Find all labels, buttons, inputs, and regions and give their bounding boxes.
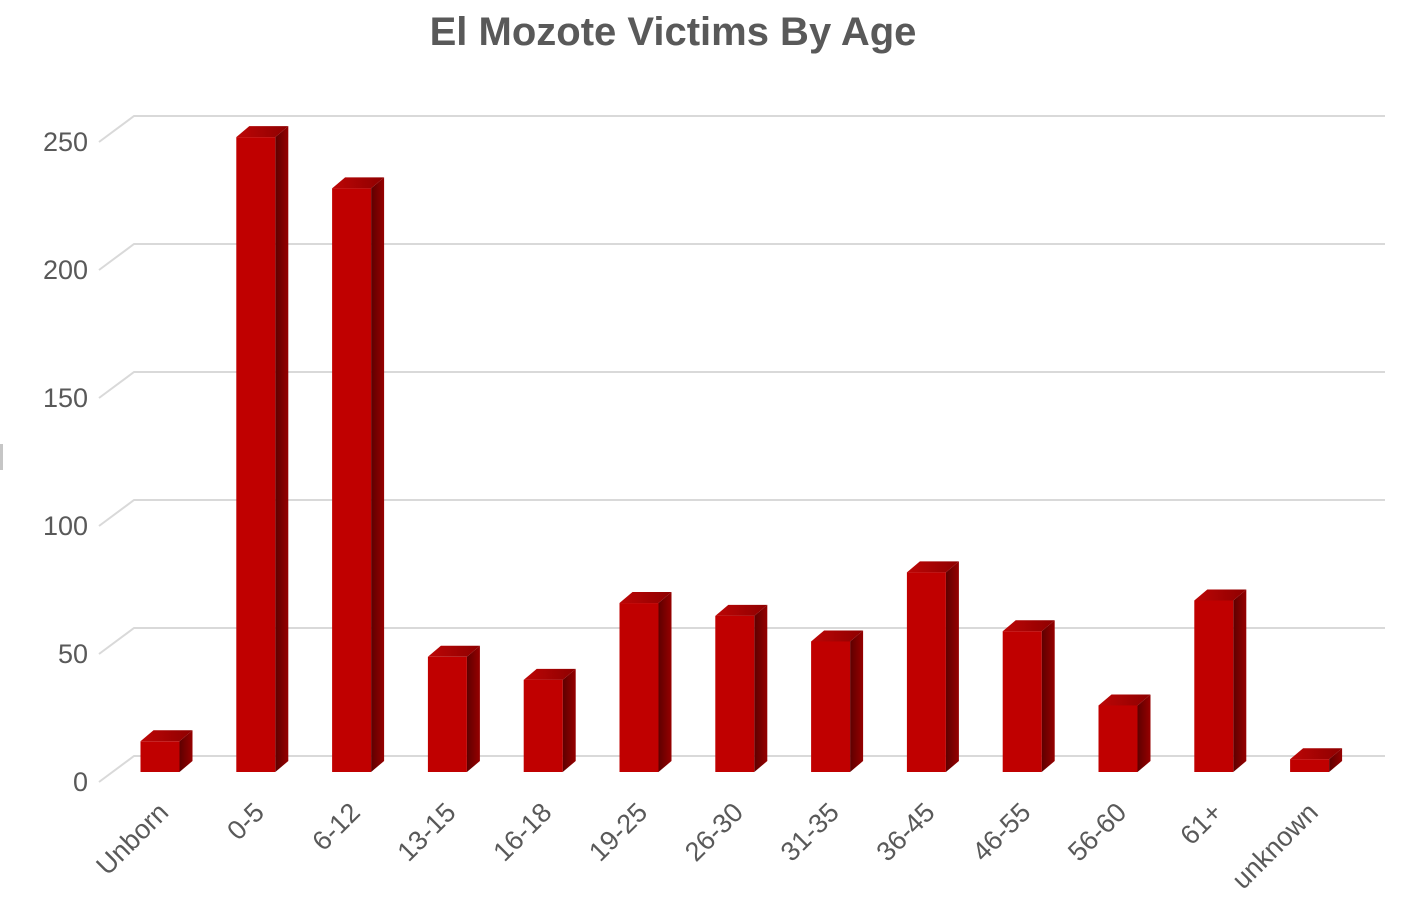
x-category-label-19-25: 19-25 xyxy=(583,797,653,867)
bar-front-face xyxy=(140,741,180,772)
bar-top-face xyxy=(619,592,672,604)
bar-front-face xyxy=(715,615,755,772)
y-tick-label-200: 200 xyxy=(43,255,88,285)
gridline-200 xyxy=(98,243,1385,271)
bar-top-face xyxy=(332,177,385,189)
bar-26-30 xyxy=(715,604,768,772)
bar-top-face xyxy=(427,645,480,657)
bar-front-face xyxy=(619,603,659,772)
gridline-50 xyxy=(98,627,1385,655)
bar-side-face xyxy=(1041,620,1055,772)
bar-side-face xyxy=(1329,748,1343,772)
bar-front-face xyxy=(1098,705,1138,772)
bar-top-face xyxy=(906,561,959,573)
bar-front-face xyxy=(236,137,276,772)
gridline-100 xyxy=(98,499,1385,527)
y-axis-title-clipped-fragment xyxy=(0,444,3,470)
x-category-label-13-15: 13-15 xyxy=(392,797,462,867)
bar-front-face xyxy=(332,188,372,772)
bar-top-face xyxy=(236,126,289,138)
x-category-label-0-5: 0-5 xyxy=(221,797,270,846)
x-category-label-Unborn: Unborn xyxy=(90,797,174,881)
bar-13-15 xyxy=(427,645,480,772)
bar-side-face xyxy=(1137,694,1151,772)
bar-16-18 xyxy=(523,668,576,772)
bar-side-face xyxy=(945,561,959,772)
bar-61+ xyxy=(1194,589,1247,772)
gridline-250 xyxy=(98,115,1385,143)
x-category-label-31-35: 31-35 xyxy=(775,797,845,867)
y-tick-label-250: 250 xyxy=(43,127,88,157)
bar-front-face xyxy=(1194,600,1234,772)
bar-top-face xyxy=(523,668,576,680)
bar-front-face xyxy=(811,641,851,772)
x-category-label-6-12: 6-12 xyxy=(306,797,365,856)
y-tick-label-150: 150 xyxy=(43,383,88,413)
chart-title: El Mozote Victims By Age xyxy=(429,10,917,54)
x-category-label-unknown: unknown xyxy=(1226,797,1324,895)
bar-top-face xyxy=(1002,620,1055,632)
bar-6-12 xyxy=(332,177,385,772)
y-tick-label-0: 0 xyxy=(73,767,88,797)
bar-side-face xyxy=(466,645,480,772)
y-tick-label-50: 50 xyxy=(58,639,88,669)
bar-side-face xyxy=(850,630,864,772)
bar-36-45 xyxy=(906,561,959,772)
x-category-label-56-60: 56-60 xyxy=(1062,797,1132,867)
bar-unknown xyxy=(1290,748,1343,772)
bar-46-55 xyxy=(1002,620,1055,772)
x-category-label-61+: 61+ xyxy=(1174,797,1228,851)
bar-side-face xyxy=(371,177,385,772)
bar-side-face xyxy=(754,604,768,772)
gridline-0 xyxy=(98,755,1385,783)
bar-top-face xyxy=(715,604,768,616)
x-category-label-46-55: 46-55 xyxy=(966,797,1036,867)
bar-side-face xyxy=(275,126,289,773)
bar-side-face xyxy=(1233,589,1247,772)
bar-0-5 xyxy=(236,126,289,773)
bar-front-face xyxy=(427,656,467,772)
bar-top-face xyxy=(1194,589,1247,601)
bar-31-35 xyxy=(811,630,864,772)
y-tick-label-100: 100 xyxy=(43,511,88,541)
bar-side-face xyxy=(658,592,672,772)
gridline-150 xyxy=(98,371,1385,399)
bar-side-face xyxy=(562,668,576,772)
bar-top-face xyxy=(1098,694,1151,706)
x-category-label-16-18: 16-18 xyxy=(487,797,557,867)
bar-front-face xyxy=(906,572,946,772)
bar-top-face xyxy=(140,730,193,742)
bar-top-face xyxy=(1290,748,1343,760)
bar-front-face xyxy=(1290,759,1330,772)
bar-front-face xyxy=(1002,631,1042,772)
x-category-label-36-45: 36-45 xyxy=(871,797,941,867)
bar-side-face xyxy=(179,730,193,772)
x-category-label-26-30: 26-30 xyxy=(679,797,749,867)
bar-56-60 xyxy=(1098,694,1151,772)
bar-Unborn xyxy=(140,730,193,772)
bar-top-face xyxy=(811,630,864,642)
bar-19-25 xyxy=(619,592,672,772)
bar-front-face xyxy=(523,679,563,772)
